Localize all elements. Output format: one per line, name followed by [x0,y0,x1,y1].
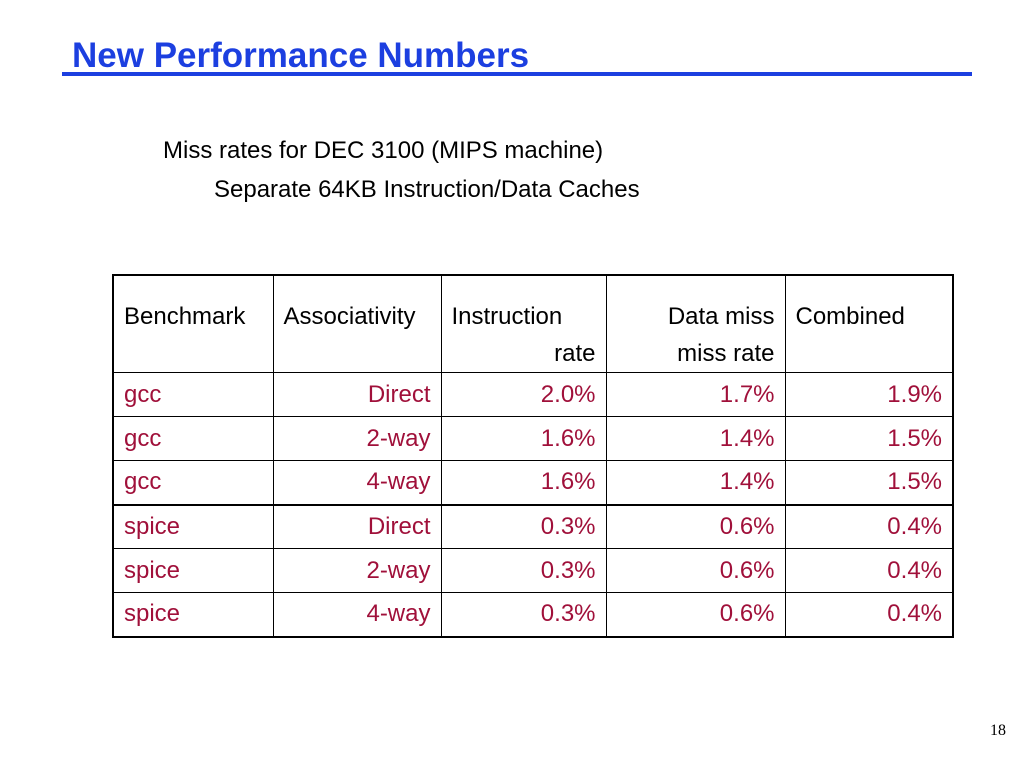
header-data-miss-rate: Data miss miss rate [605,274,786,373]
cell-associativity: Direct [272,504,442,549]
page-number: 18 [990,722,1006,739]
miss-rate-table: Benchmark Associativity Instruction rate… [112,274,954,638]
table-header-row: Benchmark Associativity Instruction rate… [112,274,954,373]
header-data-line1: Data miss [667,303,775,330]
header-instruction-line1: Instruction [451,303,563,330]
cell-associativity: 4-way [272,592,442,637]
cell-combined-rate: 0.4% [784,592,954,637]
cell-combined-rate: 0.4% [784,548,954,593]
cell-associativity: 2-way [272,416,442,461]
cell-data-rate: 0.6% [605,504,786,549]
cell-data-rate: 1.7% [605,372,786,417]
cell-instruction-rate: 0.3% [440,504,607,549]
cell-benchmark: gcc [112,416,274,461]
cell-combined-rate: 0.4% [784,504,954,549]
cell-data-rate: 0.6% [605,592,786,637]
cell-data-rate: 1.4% [605,416,786,461]
cell-data-rate: 1.4% [605,460,786,505]
cell-instruction-rate: 1.6% [440,460,607,505]
cell-benchmark: spice [112,592,274,637]
cell-data-rate: 0.6% [605,548,786,593]
cell-instruction-rate: 0.3% [440,592,607,637]
cell-instruction-rate: 2.0% [440,372,607,417]
table-row: spice 4-way 0.3% 0.6% 0.4% [112,592,954,637]
cell-instruction-rate: 1.6% [440,416,607,461]
cell-benchmark: gcc [112,372,274,417]
table-row: gcc Direct 2.0% 1.7% 1.9% [112,372,954,417]
table-row: spice 2-way 0.3% 0.6% 0.4% [112,548,954,593]
cell-instruction-rate: 0.3% [440,548,607,593]
header-associativity: Associativity [272,274,442,373]
header-combined: Combined [784,274,954,373]
cell-combined-rate: 1.5% [784,416,954,461]
table-row: gcc 4-way 1.6% 1.4% 1.5% [112,460,954,505]
cell-benchmark: spice [112,548,274,593]
cell-associativity: 2-way [272,548,442,593]
subtitle-cache-config: Separate 64KB Instruction/Data Caches [214,176,640,203]
subtitle-machine: Miss rates for DEC 3100 (MIPS machine) [163,137,604,164]
cell-benchmark: spice [112,504,274,549]
cell-benchmark: gcc [112,460,274,505]
header-instruction-rate: Instruction rate [440,274,607,373]
header-instruction-line2: rate [554,340,596,367]
header-data-line2: miss rate [677,340,775,367]
table-row: spice Direct 0.3% 0.6% 0.4% [112,504,954,549]
table-row: gcc 2-way 1.6% 1.4% 1.5% [112,416,954,461]
cell-combined-rate: 1.5% [784,460,954,505]
cell-associativity: Direct [272,372,442,417]
title-underline [62,72,972,76]
header-benchmark: Benchmark [112,274,274,373]
slide-title: New Performance Numbers [72,36,530,75]
cell-combined-rate: 1.9% [784,372,954,417]
cell-associativity: 4-way [272,460,442,505]
